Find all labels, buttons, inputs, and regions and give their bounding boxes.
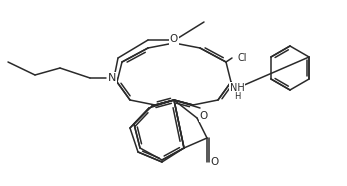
Text: Cl: Cl (237, 53, 247, 63)
Text: O: O (170, 34, 178, 44)
Text: O: O (211, 157, 219, 167)
Text: H: H (234, 92, 240, 100)
Text: O: O (200, 111, 208, 121)
Text: N: N (108, 73, 116, 83)
Text: NH: NH (230, 83, 244, 93)
